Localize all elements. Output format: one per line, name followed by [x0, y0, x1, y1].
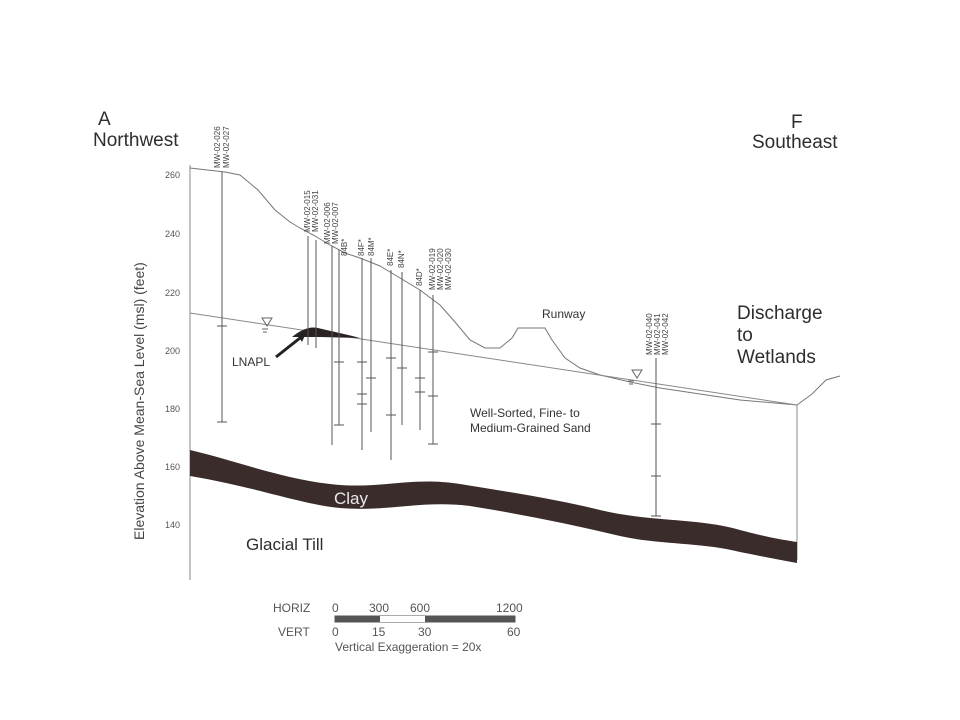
scale-vert-value: 30: [418, 625, 432, 639]
scale-horiz-value: 0: [332, 601, 339, 615]
well-label: MW-02-027: [222, 126, 231, 168]
scale-exaggeration: Vertical Exaggeration = 20x: [335, 640, 481, 654]
water-table-symbol-right: [628, 369, 643, 385]
well-label: 84E*: [386, 249, 395, 266]
y-axis-label: Elevation Above Mean-Sea Level (msl) (fe…: [131, 262, 147, 540]
scale-bar-segment: [335, 616, 380, 622]
y-tick: 140: [165, 520, 180, 530]
scale-vert-value: 0: [332, 625, 339, 639]
section-end-letter: F: [791, 112, 803, 133]
sand-label-line1: Well-Sorted, Fine- to: [470, 406, 580, 420]
well-label: MW-02-041: [653, 313, 662, 355]
runway-label: Runway: [542, 307, 585, 321]
water-table-line: [189, 312, 798, 406]
well-label: MW-02-015: [303, 190, 312, 232]
well-label: 84B*: [340, 239, 349, 256]
well-label: MW-02-030: [444, 248, 453, 290]
scale-horiz-value: 600: [410, 601, 430, 615]
water-table-symbol-left: [261, 317, 273, 333]
section-start-direction: Northwest: [93, 130, 179, 151]
scale-vert-value: 60: [507, 625, 521, 639]
well-labels: MW-02-026 MW-02-027 MW-02-015 MW-02-031 …: [213, 126, 670, 355]
y-tick: 180: [165, 404, 180, 414]
well-label: MW-02-026: [213, 126, 222, 168]
scale-horiz-label: HORIZ: [273, 601, 310, 615]
clay-label: Clay: [334, 489, 369, 508]
section-end-direction: Southeast: [752, 132, 838, 153]
well-label: MW-02-007: [331, 202, 340, 244]
well-label: 84F*: [357, 239, 366, 256]
well-label: MW-02-031: [311, 190, 320, 232]
well-label: MW-02-042: [661, 313, 670, 355]
glacial-till-label: Glacial Till: [246, 535, 323, 554]
well-label: 84D*: [415, 268, 424, 286]
y-tick: 240: [165, 229, 180, 239]
section-start-letter: A: [98, 109, 111, 130]
discharge-label-line3: Wetlands: [737, 347, 816, 368]
lnapl-lens: [292, 327, 360, 338]
y-tick: 200: [165, 346, 180, 356]
ground-surface-line: [189, 167, 841, 406]
y-tick: 160: [165, 462, 180, 472]
well-label: MW-02-020: [436, 248, 445, 290]
scale-bar: HORIZ 0 300 600 1200 VERT 0 15 30 60 Ver…: [273, 601, 523, 654]
well-label: MW-02-019: [428, 248, 437, 290]
well-label: 84N*: [397, 250, 406, 268]
discharge-label-line2: to: [737, 325, 753, 346]
scale-vert-value: 15: [372, 625, 386, 639]
well-label: 84M*: [367, 237, 376, 256]
scale-vert-label: VERT: [278, 625, 310, 639]
y-tick: 260: [165, 170, 180, 180]
discharge-label-line1: Discharge: [737, 303, 823, 324]
well-label: MW-02-040: [645, 313, 654, 355]
well-label: MW-02-006: [323, 202, 332, 244]
lnapl-label: LNAPL: [232, 355, 270, 369]
sand-label-line2: Medium-Grained Sand: [470, 421, 591, 435]
y-ticks: 260 240 220 200 180 160 140: [165, 170, 180, 530]
y-tick: 220: [165, 288, 180, 298]
clay-layer: [190, 450, 797, 563]
scale-horiz-value: 300: [369, 601, 389, 615]
lnapl-arrow: [275, 336, 301, 359]
lnapl-arrow-head: [297, 333, 306, 342]
scale-horiz-value: 1200: [496, 601, 523, 615]
well-screens: [217, 172, 661, 517]
scale-bar-segment: [425, 616, 515, 622]
scale-bar-segment: [380, 616, 425, 622]
